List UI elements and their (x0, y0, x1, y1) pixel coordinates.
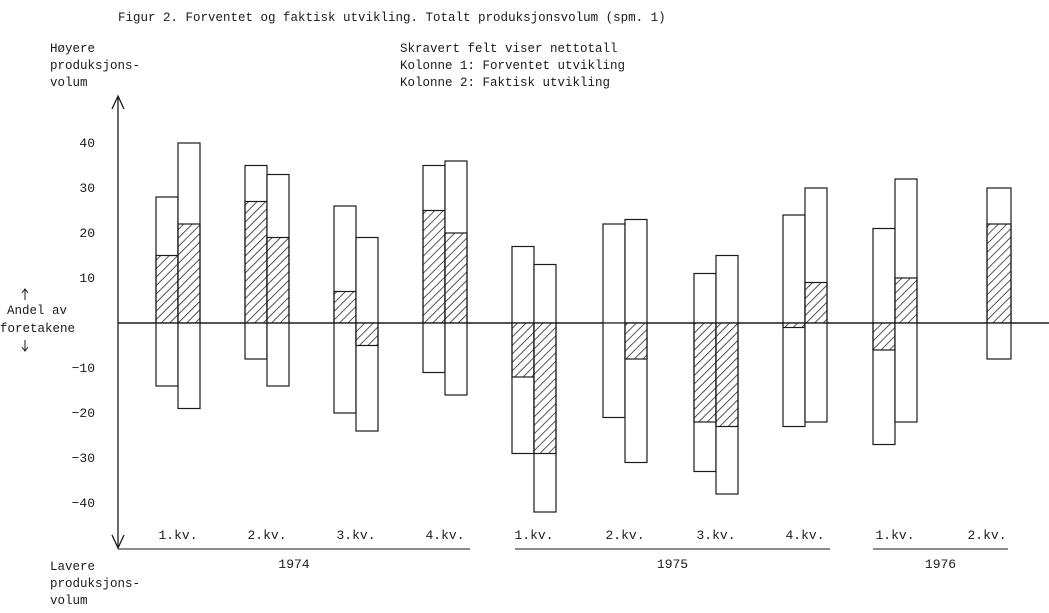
y-tick-label: 30 (79, 181, 95, 196)
ylabel-bottom-1: Lavere (50, 560, 95, 574)
bar-net-hatched (894, 277, 918, 324)
bar-net-hatched (244, 200, 268, 324)
bar-lower (333, 322, 357, 414)
ylabel-bottom-3: volum (50, 594, 88, 608)
ylabel-top-3: volum (50, 76, 88, 90)
axis-label-1: Andel av (7, 304, 68, 318)
bar-net-hatched (266, 236, 290, 324)
chart-title: Figur 2. Forventet og faktisk utvikling.… (118, 11, 666, 25)
y-tick-label: −20 (72, 406, 95, 421)
bar-lower (894, 322, 918, 423)
x-quarter-label: 4.kv. (785, 528, 824, 543)
bar-higher (715, 254, 739, 324)
bar-net-hatched (715, 322, 739, 428)
bar-lower (244, 322, 268, 360)
bar-higher (602, 223, 626, 324)
x-quarter-label: 2.kv. (967, 528, 1006, 543)
bar-higher (355, 236, 379, 324)
bar-lower (266, 322, 290, 387)
y-tick-label: 40 (79, 136, 95, 151)
bar-lower (782, 322, 806, 428)
bar-higher (533, 263, 557, 324)
bar-net-hatched (986, 223, 1012, 324)
x-year-label: 1975 (657, 557, 688, 572)
axis-label-up-arrow (21, 288, 29, 300)
bar-net-hatched (444, 232, 468, 324)
bar-higher (624, 218, 648, 324)
y-tick-label: −30 (72, 451, 95, 466)
bar-net-hatched (624, 322, 648, 360)
bar-higher (782, 214, 806, 324)
bar-net-hatched (872, 322, 896, 351)
bar-lower (804, 322, 828, 423)
x-quarter-label: 1.kv. (875, 528, 914, 543)
bar-lower (602, 322, 626, 419)
bar-net-hatched (155, 254, 179, 324)
bar-net-hatched (533, 322, 557, 455)
x-quarter-label: 1.kv. (158, 528, 197, 543)
ylabel-top-1: Høyere (50, 42, 95, 56)
bar-net-hatched (355, 322, 379, 347)
ylabel-bottom-2: produksjons- (50, 577, 140, 591)
bar-lower (422, 322, 446, 374)
bar-higher (693, 272, 717, 324)
bar-net-hatched (693, 322, 717, 423)
bar-net-hatched (333, 290, 357, 324)
bar-lower (444, 322, 468, 396)
x-quarter-label: 4.kv. (425, 528, 464, 543)
legend-line-1: Skravert felt viser nettotall (400, 42, 618, 56)
bar-net-hatched (511, 322, 535, 378)
x-year-label: 1974 (278, 557, 309, 572)
x-quarter-label: 1.kv. (514, 528, 553, 543)
bar-net-hatched (177, 223, 201, 324)
y-tick-label: −40 (72, 496, 95, 511)
y-tick-label: 20 (79, 226, 95, 241)
x-quarter-label: 2.kv. (247, 528, 286, 543)
x-quarter-label: 3.kv. (336, 528, 375, 543)
y-tick-label: 10 (79, 271, 95, 286)
axis-label-down-arrow (21, 340, 29, 352)
bar-lower (986, 322, 1012, 360)
ylabel-top-2: produksjons- (50, 59, 140, 73)
axis-label-2: foretakene (0, 322, 75, 336)
bar-lower (177, 322, 201, 410)
x-quarter-label: 2.kv. (605, 528, 644, 543)
legend-line-3: Kolonne 2: Faktisk utvikling (400, 76, 610, 90)
bar-net-hatched (422, 209, 446, 324)
bar-higher (511, 245, 535, 324)
x-quarter-label: 3.kv. (696, 528, 735, 543)
bar-net-hatched (804, 281, 828, 324)
y-tick-label: −10 (72, 361, 95, 376)
y-axis (111, 94, 125, 550)
bar-net-hatched (782, 322, 806, 329)
x-year-label: 1976 (925, 557, 956, 572)
bar-lower (155, 322, 179, 387)
legend-line-2: Kolonne 1: Forventet utvikling (400, 59, 625, 73)
bar-higher (872, 227, 896, 324)
